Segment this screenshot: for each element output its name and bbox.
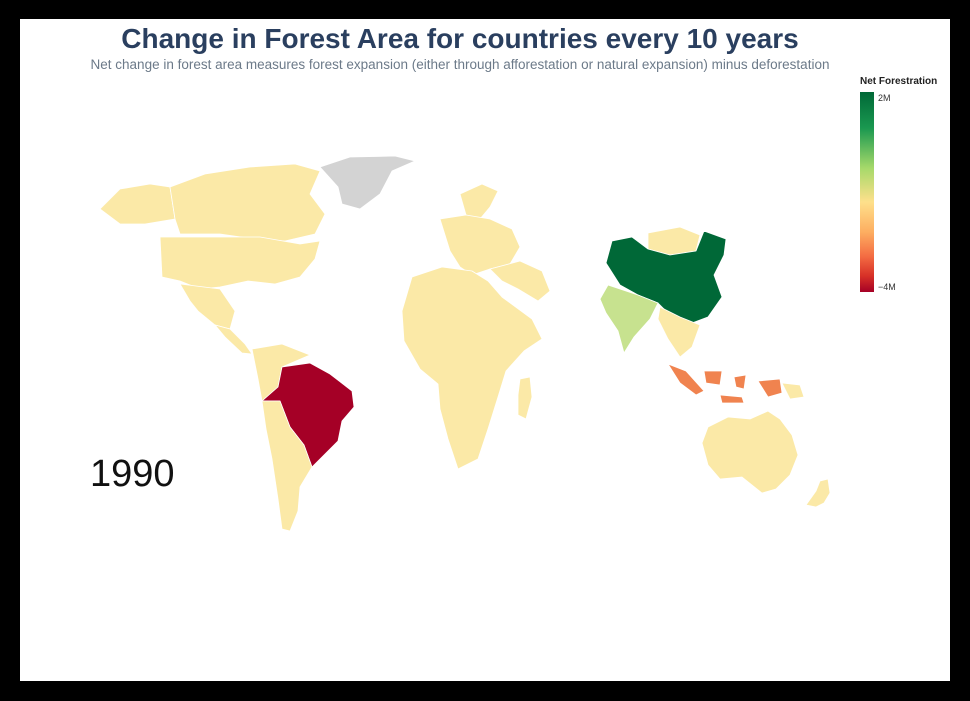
region-greenland[interactable] <box>319 155 416 210</box>
region-papua[interactable] <box>781 382 805 400</box>
region-scandinavia[interactable] <box>459 183 499 220</box>
colorbar <box>860 92 874 292</box>
region-africa[interactable] <box>401 266 543 470</box>
colorbar-min-tick: −4M <box>878 282 896 292</box>
region-madagascar[interactable] <box>517 376 533 420</box>
year-label: 1990 <box>90 453 175 495</box>
region-india[interactable] <box>599 284 659 354</box>
region-china[interactable] <box>605 230 727 324</box>
region-southeast-asia[interactable] <box>657 306 701 358</box>
chart-subtitle: Net change in forest area measures fores… <box>90 57 830 72</box>
world-map <box>99 155 831 532</box>
region-mexico[interactable] <box>179 283 236 330</box>
region-australia[interactable] <box>701 410 799 494</box>
region-indonesia[interactable] <box>667 363 783 404</box>
region-middle-east[interactable] <box>489 260 551 302</box>
chart-title: Change in Forest Area for countries ever… <box>121 23 799 54</box>
region-united-states[interactable] <box>159 236 321 290</box>
chart-panel: Change in Forest Area for countries ever… <box>20 19 950 681</box>
region-alaska[interactable] <box>99 183 176 225</box>
colorbar-max-tick: 2M <box>878 93 891 103</box>
region-canada[interactable] <box>169 163 326 242</box>
region-central-america[interactable] <box>214 324 253 355</box>
legend-title: Net Forestration <box>860 76 938 87</box>
region-new-zealand[interactable] <box>805 478 831 508</box>
region-southern-south-america[interactable] <box>261 400 313 532</box>
